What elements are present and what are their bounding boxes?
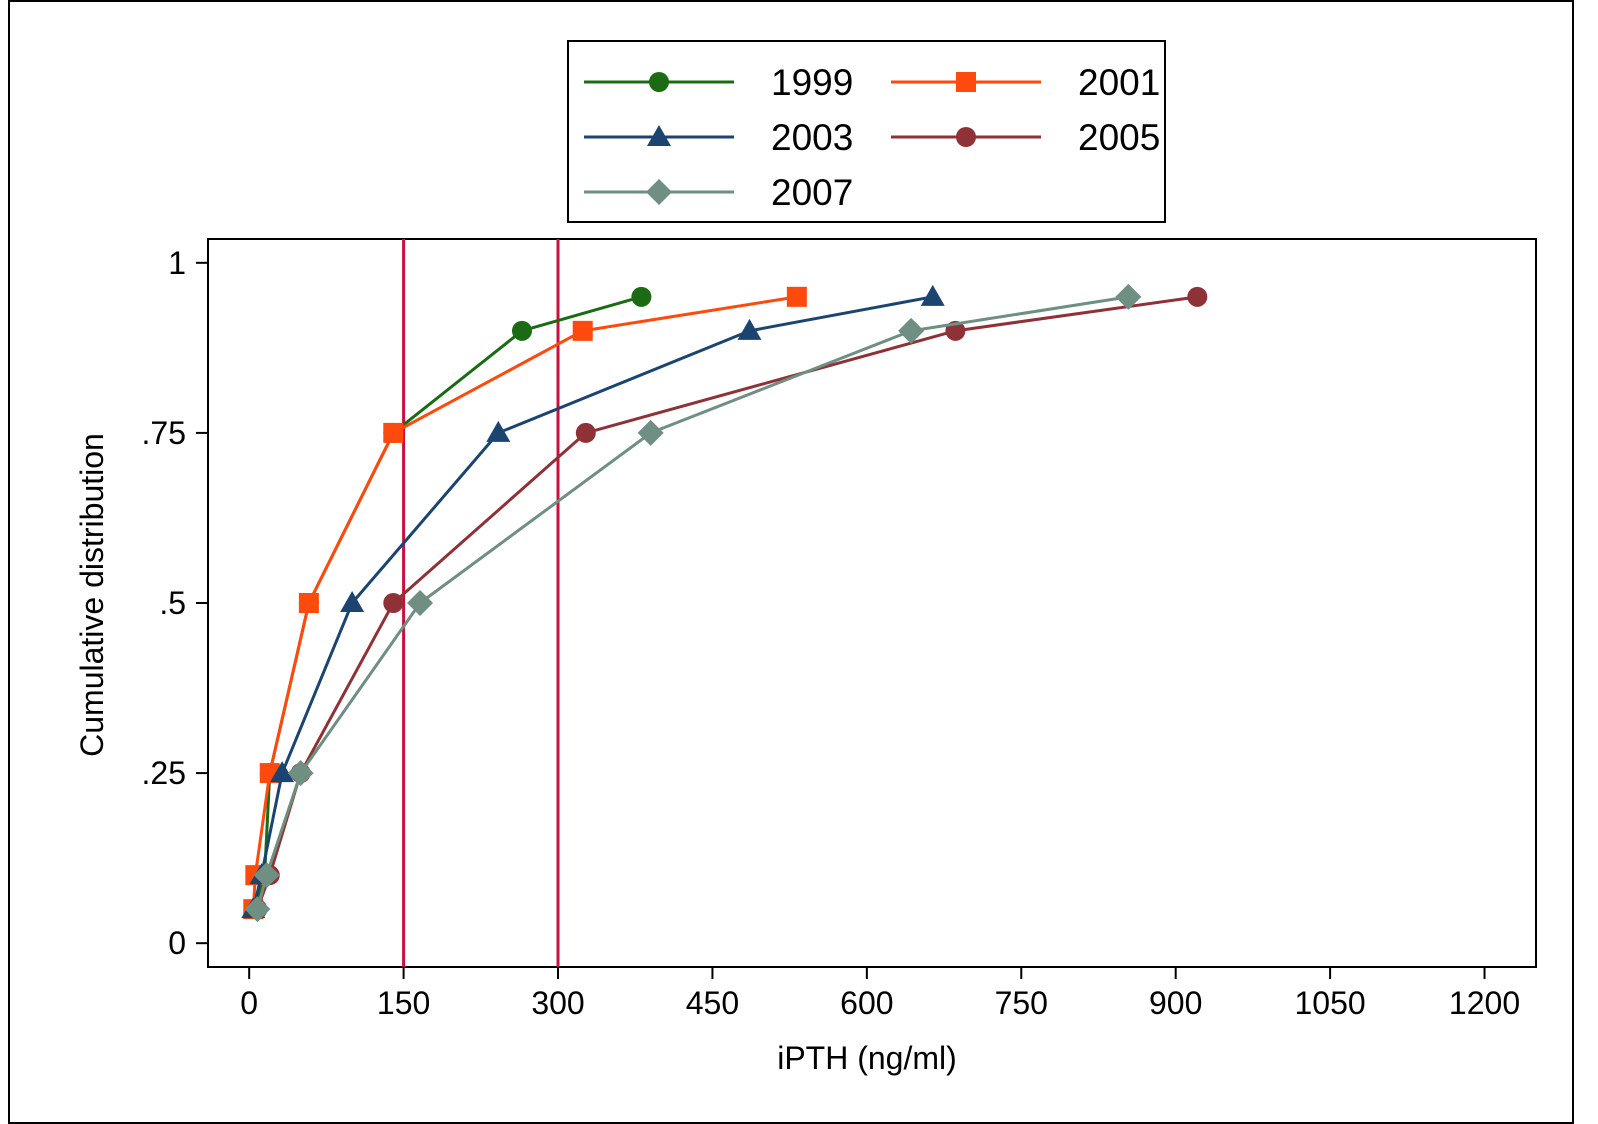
legend-item-2001: 2001 (891, 60, 1171, 104)
legend-item-1999: 1999 (584, 60, 864, 104)
y-tick-label: 1 (168, 245, 186, 281)
legend-label: 1999 (771, 62, 854, 103)
legend-symbol (956, 127, 976, 147)
data-point-2005 (575, 422, 596, 443)
data-point-2003 (270, 761, 295, 783)
data-point-2007 (253, 862, 280, 889)
x-tick-label: 0 (240, 985, 258, 1021)
data-point-2007 (244, 896, 271, 923)
data-point-2003 (486, 420, 511, 442)
data-point-2001 (786, 286, 807, 307)
y-tick-label: 0 (168, 925, 186, 961)
x-tick-label: 600 (840, 985, 893, 1021)
legend-label: 2005 (1078, 117, 1161, 158)
legend: 1999 2001 2003 2005 2007 (567, 40, 1166, 223)
legend-marker-2005 (891, 127, 1041, 147)
series-2007 (244, 283, 1142, 923)
y-axis-title: Cumulative distribution (74, 433, 110, 757)
x-tick-label: 300 (531, 985, 584, 1021)
data-point-2005 (1187, 286, 1208, 307)
y-tick-label: .5 (159, 585, 186, 621)
legend-marker-1999 (584, 72, 734, 92)
x-tick-label: 1050 (1295, 985, 1366, 1021)
legend-label: 2007 (771, 172, 854, 213)
legend-label: 2001 (1078, 62, 1161, 103)
x-tick-label: 150 (377, 985, 430, 1021)
data-point-1999 (511, 320, 532, 341)
data-point-2007 (1115, 283, 1142, 310)
x-tick-label: 900 (1149, 985, 1202, 1021)
data-point-2007 (637, 419, 664, 446)
legend-symbol (647, 125, 671, 146)
legend-marker-2007 (584, 179, 734, 205)
legend-item-2003: 2003 (584, 115, 864, 159)
series-2001 (243, 286, 807, 920)
legend-symbol (646, 179, 672, 205)
legend-label: 2003 (771, 117, 854, 158)
legend-item-2005: 2005 (891, 115, 1171, 159)
legend-item-2007: 2007 (584, 170, 864, 214)
data-point-2001 (383, 422, 404, 443)
data-point-2005 (383, 593, 404, 613)
x-tick-label: 1200 (1449, 985, 1520, 1021)
legend-symbol (956, 72, 976, 92)
y-tick-label: .25 (142, 755, 186, 791)
series-line-2001 (251, 295, 798, 910)
data-point-2003 (920, 284, 945, 306)
y-tick-label: .75 (142, 415, 186, 451)
legend-symbol (649, 72, 669, 92)
data-point-2007 (898, 317, 925, 344)
data-point-2007 (407, 590, 434, 616)
x-tick-label: 750 (995, 985, 1048, 1021)
x-tick-label: 450 (686, 985, 739, 1021)
data-point-2003 (737, 318, 762, 340)
data-point-2001 (572, 320, 593, 341)
data-point-1999 (631, 286, 652, 307)
legend-marker-2001 (891, 72, 1041, 92)
series-2005 (247, 286, 1208, 920)
data-point-2007 (287, 760, 314, 787)
x-axis-title: iPTH (ng/ml) (777, 1040, 957, 1076)
data-point-2001 (298, 593, 319, 613)
legend-marker-2003 (584, 125, 734, 146)
series-2003 (241, 284, 945, 919)
data-point-2003 (340, 591, 365, 612)
